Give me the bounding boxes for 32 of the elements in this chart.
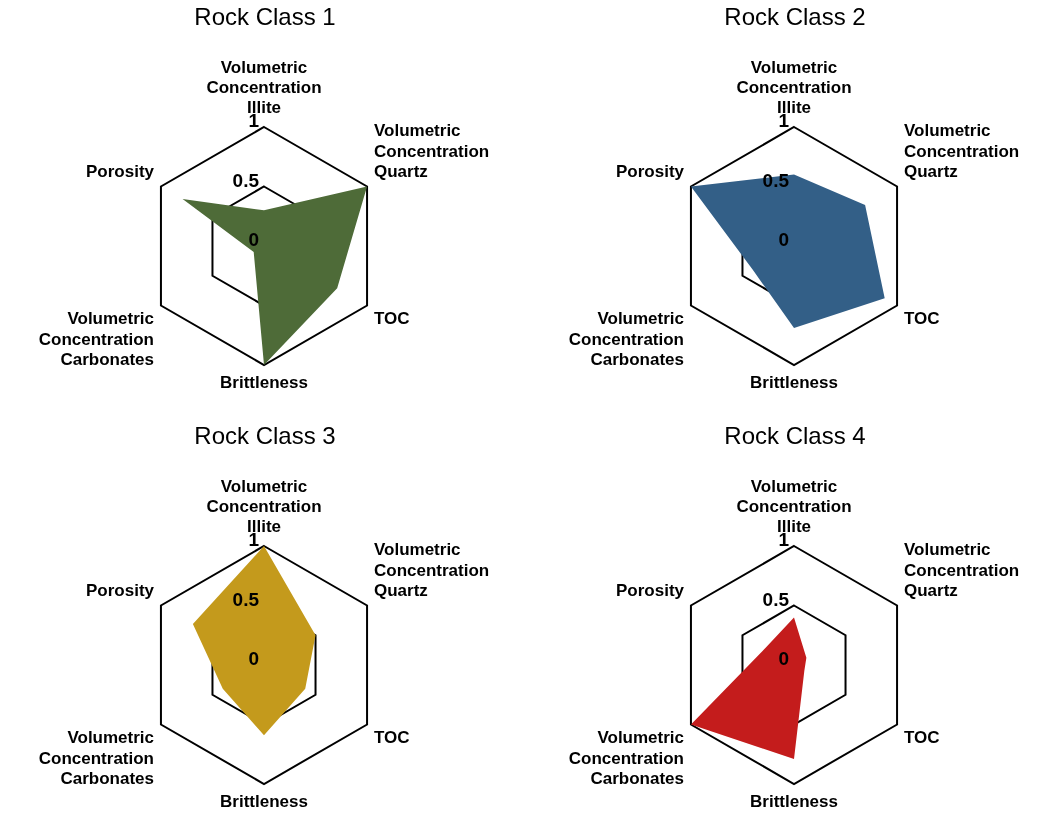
spoke-label: Volumetric Concentration Quartz: [903, 540, 1020, 600]
spoke-label: TOC: [373, 728, 410, 748]
y-tick-label: 0: [778, 648, 789, 669]
spoke-label: Volumetric Concentration Carbonates: [568, 728, 685, 789]
spoke-label: Brittleness: [220, 791, 308, 811]
y-tick-label: 0.5: [232, 588, 260, 610]
y-tick-label: 0.5: [232, 169, 260, 191]
spoke-label: Volumetric Concentration Quartz: [373, 121, 490, 181]
spoke-label: TOC: [903, 309, 940, 329]
spoke-label: Porosity: [85, 161, 155, 181]
spoke-label: Porosity: [615, 580, 685, 600]
spoke-label: Brittleness: [750, 791, 838, 811]
spoke-label: Brittleness: [220, 372, 308, 392]
y-tick-label: 0: [248, 648, 259, 669]
spoke-label: TOC: [373, 309, 410, 329]
y-tick-label: 0.5: [762, 169, 790, 191]
spoke-label: Volumetric Concentration Quartz: [373, 540, 490, 600]
chart-title: Rock Class 1: [194, 3, 336, 31]
y-tick-label: 0.5: [762, 588, 790, 610]
spoke-label: Porosity: [85, 580, 155, 600]
y-tick-label: 0: [778, 229, 789, 250]
spoke-label: Volumetric Concentration Carbonates: [38, 309, 155, 370]
spoke-label: TOC: [903, 728, 940, 748]
y-tick-label: 0: [248, 229, 259, 250]
spoke-label: Volumetric Concentration Carbonates: [568, 309, 685, 370]
chart-title: Rock Class 3: [194, 422, 336, 450]
spoke-label: Volumetric Concentration Quartz: [903, 121, 1020, 181]
chart-title: Rock Class 4: [724, 422, 866, 450]
spoke-label: Volumetric Concentration Carbonates: [38, 728, 155, 789]
spoke-label: Brittleness: [750, 372, 838, 392]
chart-title: Rock Class 2: [724, 3, 866, 31]
spoke-label: Porosity: [615, 161, 685, 181]
